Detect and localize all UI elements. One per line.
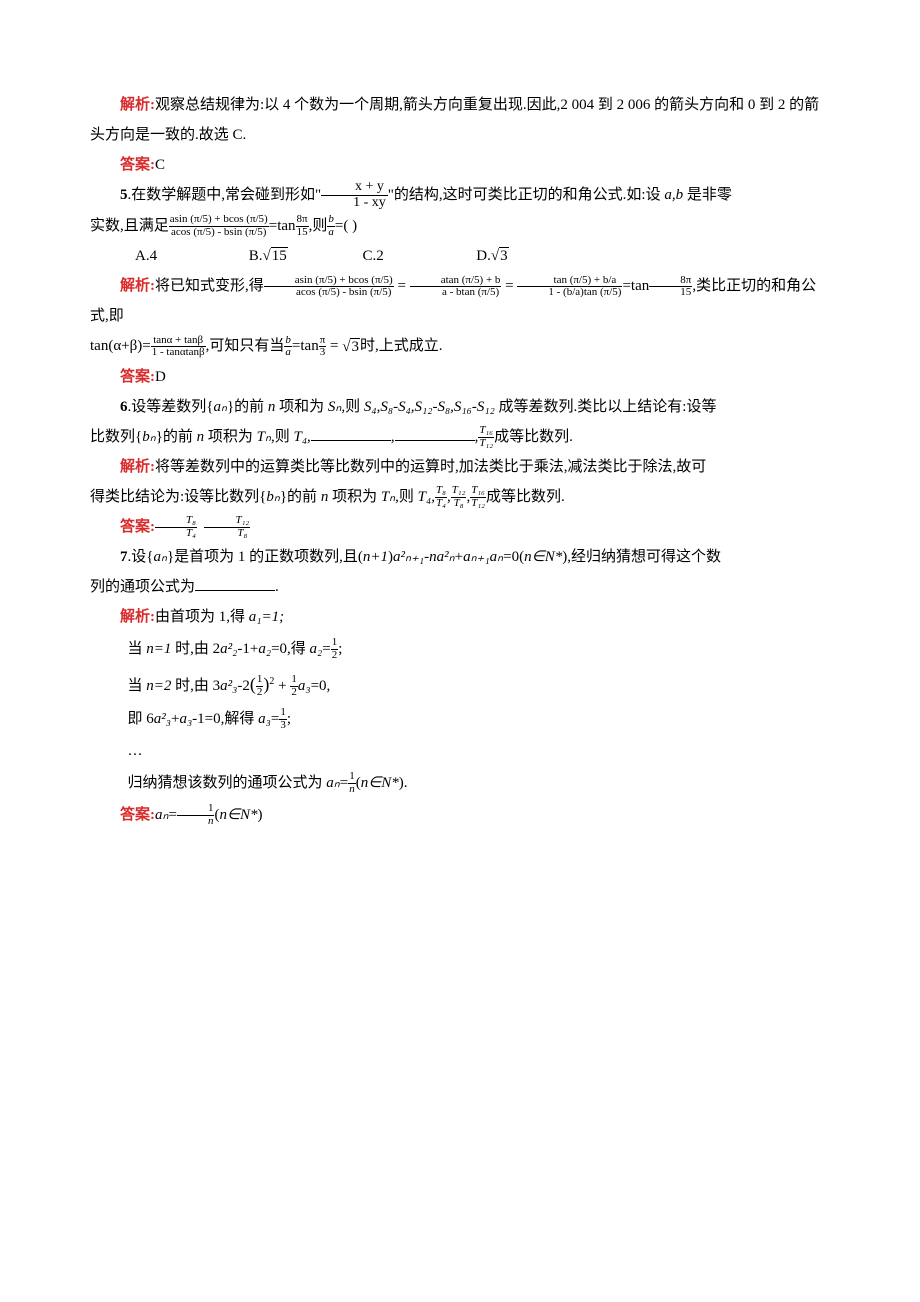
q6-stem2: 比数列{bₙ}的前 n 项积为 Tₙ,则 T₄,,,T₁₆T₁₂成等比数列.: [90, 422, 830, 452]
q5-answer-val: D: [155, 369, 166, 385]
q5-choices: A.4 B.15 C.2 D.3: [90, 241, 830, 272]
q7-step2: 当 n=2 时,由 3a²₃-2(12)2 + 12a₃=0,: [90, 666, 830, 702]
q5-stem: 5.在数学解题中,常会碰到形如"x + y1 - xy"的结构,这时可类比正切的…: [90, 180, 830, 211]
q7-jiexi: 解析:由首项为 1,得 a₁=1;: [90, 602, 830, 632]
choice-c: C.2: [363, 241, 473, 271]
q5-answer: 答案:D: [90, 362, 830, 392]
q5-stem2: 实数,且满足asin (π/5) + bcos (π/5)acos (π/5) …: [90, 211, 830, 241]
q6-answer: 答案:T₈T₄ T₁₂T₈: [90, 512, 830, 542]
q4-answer-val: C: [155, 157, 165, 173]
choice-b: B.15: [249, 241, 359, 272]
label-jiexi: 解析:: [120, 459, 155, 475]
label-daan: 答案:: [120, 157, 155, 173]
q4-jiexi: 解析:观察总结规律为:以 4 个数为一个周期,箭头方向重复出现.因此,2 004…: [90, 90, 830, 150]
blank-1: [311, 425, 391, 441]
label-jiexi: 解析:: [120, 97, 155, 113]
q7-stem: 7.设{aₙ}是首项为 1 的正数项数列,且(n+1)a²ₙ₊₁-na²ₙ+aₙ…: [90, 542, 830, 572]
q7-step3: 即 6a²₃+a₃-1=0,解得 a₃=13;: [90, 704, 830, 734]
label-jiexi: 解析:: [120, 278, 155, 294]
choice-a: A.4: [135, 241, 245, 271]
q7-stem2: 列的通项公式为.: [90, 572, 830, 602]
choice-d: D.3: [476, 241, 586, 272]
q5-lhs-frac: asin (π/5) + bcos (π/5)acos (π/5) - bsin…: [169, 214, 269, 238]
label-daan: 答案:: [120, 807, 155, 823]
sqrt-15: 15: [263, 241, 288, 271]
q4-answer: 答案:C: [90, 150, 830, 180]
q6-num: 6: [120, 399, 128, 415]
label-daan: 答案:: [120, 369, 155, 385]
sqrt-3b: 3: [342, 332, 360, 362]
q6-jiexi1: 解析:将等差数列中的运算类比等比数列中的运算时,加法类比于乘法,减法类比于除法,…: [90, 452, 830, 482]
q4-jiexi-text: 观察总结规律为:以 4 个数为一个周期,箭头方向重复出现.因此,2 004 到 …: [90, 97, 819, 143]
sqrt-3: 3: [491, 241, 509, 271]
blank-2: [395, 425, 475, 441]
q7-step1: 当 n=1 时,由 2a²₂-1+a₂=0,得 a₂=12;: [90, 634, 830, 664]
label-jiexi: 解析:: [120, 609, 155, 625]
struct-frac: x + y1 - xy: [321, 180, 388, 210]
blank-3: [195, 575, 275, 591]
q5-num: 5: [120, 187, 128, 203]
q6-jiexi2: 得类比结论为:设等比数列{bₙ}的前 n 项积为 Tₙ,则 T₄,T₈T₄,T₁…: [90, 482, 830, 512]
q5-jiexi: 解析:将已知式变形,得asin (π/5) + bcos (π/5)acos (…: [90, 271, 830, 331]
q7-num: 7: [120, 549, 128, 565]
label-daan: 答案:: [120, 519, 155, 535]
q5-jiexi-line2: tan(α+β)=tanα + tanβ1 - tanαtanβ,可知只有当ba…: [90, 331, 830, 362]
q6-stem: 6.设等差数列{aₙ}的前 n 项和为 Sₙ,则 S₄,S₈-S₄,S₁₂-S₈…: [90, 392, 830, 422]
q7-conclusion: 归纳猜想该数列的通项公式为 aₙ=1n(n∈N*).: [90, 768, 830, 798]
q7-answer: 答案:aₙ=1n(n∈N*): [90, 800, 830, 830]
q7-dots: …: [90, 736, 830, 766]
